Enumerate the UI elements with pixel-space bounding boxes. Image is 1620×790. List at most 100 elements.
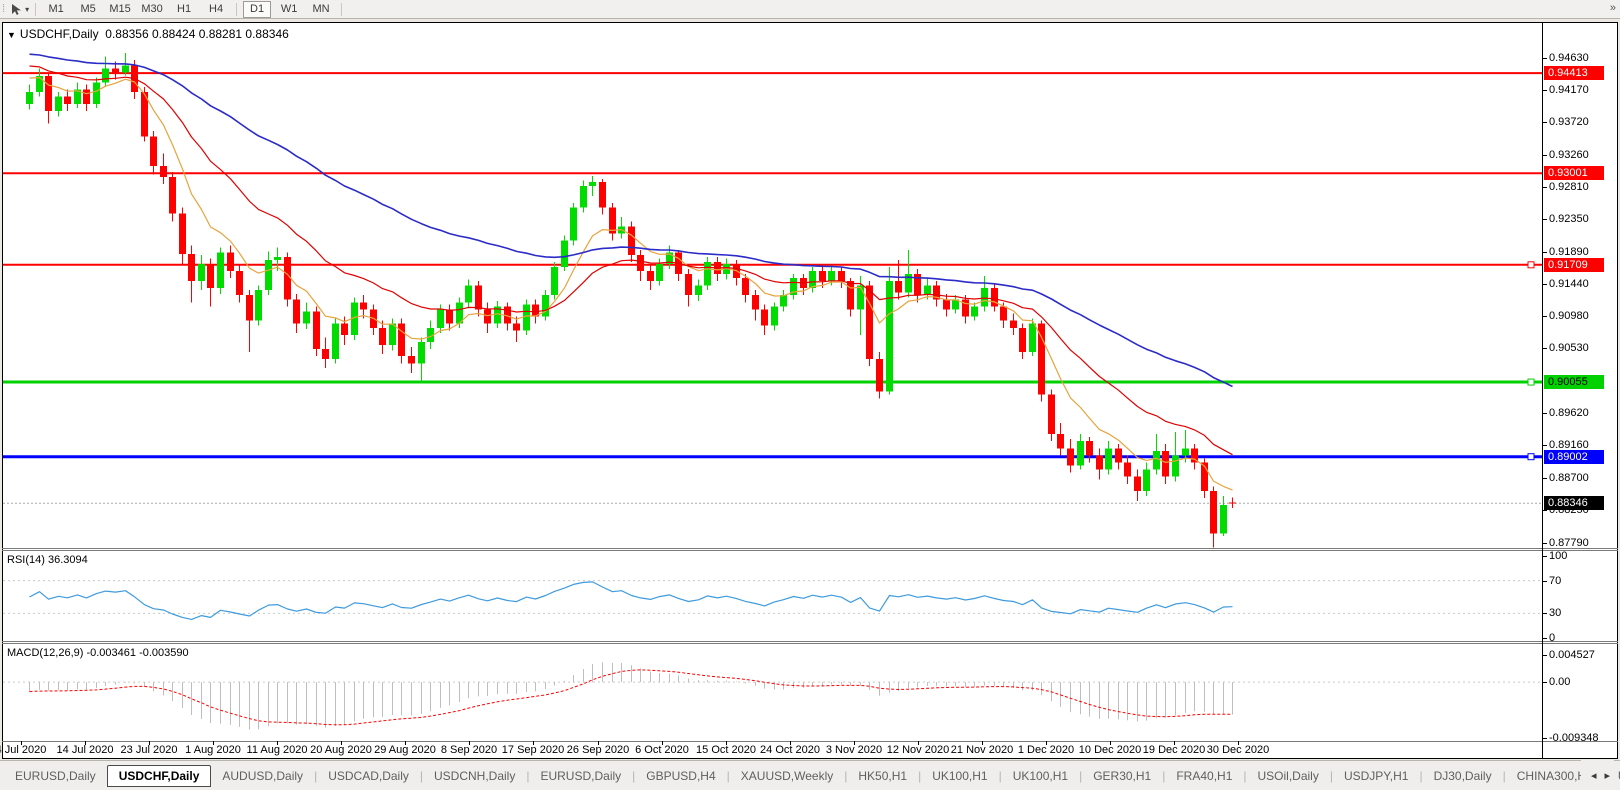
timeframe-button-h1[interactable]: H1: [177, 2, 192, 15]
chart-tab-gbpusd[interactable]: GBPUSD,H4: [646, 768, 716, 783]
chart-tab-eurusd[interactable]: EURUSD,Daily: [540, 768, 622, 783]
date-label: 23 Jul 2020: [120, 744, 178, 756]
chart-tab-china300[interactable]: CHINA300,H1: [1516, 768, 1593, 783]
candle: [179, 213, 186, 255]
cursor-tool-button[interactable]: ▾: [10, 3, 29, 16]
timeframe-button-h4[interactable]: H4: [209, 2, 224, 15]
candle: [188, 254, 195, 282]
medium-ma-line: [29, 65, 1233, 456]
cursor-dropdown-icon[interactable]: ▾: [25, 4, 30, 14]
pane-separator[interactable]: [2, 550, 1618, 551]
candle: [55, 96, 62, 111]
chart-tab-xauusd[interactable]: XAUUSD,Weekly: [740, 768, 834, 783]
candle: [580, 186, 587, 208]
timeframe-button-w1[interactable]: W1: [280, 2, 298, 15]
chart-tab-ger30[interactable]: GER30,H1: [1093, 768, 1152, 783]
candle: [742, 278, 749, 296]
pane-separator[interactable]: [2, 741, 1618, 742]
tab-scroll-left-icon[interactable]: ◂: [1590, 769, 1597, 782]
date-label: 20 Aug 2020: [310, 744, 372, 756]
toolbar-grip-icon[interactable]: ⁞: [2, 3, 6, 15]
candle: [647, 271, 654, 282]
candle: [761, 309, 768, 326]
timeframe-button-d1[interactable]: D1: [243, 0, 272, 18]
fast-ma-line: [29, 76, 1233, 491]
date-tick-mark: [405, 741, 406, 745]
cursor-icon: [12, 3, 22, 15]
chart-tab-us[interactable]: US: [1607, 766, 1620, 786]
toolbar-overflow-icon[interactable]: »: [1609, 2, 1616, 14]
candle: [398, 323, 405, 357]
pane-separator[interactable]: [2, 548, 1618, 549]
rsi-indicator-label: RSI(14) 36.3094: [7, 554, 88, 566]
timeframe-button-m15[interactable]: M15: [109, 2, 131, 15]
chart-area[interactable]: [2, 22, 1618, 759]
rsi-line: [29, 581, 1233, 621]
candle: [1229, 502, 1236, 504]
line-anchor-handle[interactable]: [1527, 378, 1535, 386]
chart-tab-uk100[interactable]: UK100,H1: [1012, 768, 1069, 783]
date-label: 24 Oct 2020: [760, 744, 820, 756]
candle: [1143, 469, 1150, 491]
price-tick-mark: [1543, 90, 1547, 92]
candle: [542, 295, 549, 317]
date-tick-mark: [726, 741, 727, 745]
rsi-pane-canvas[interactable]: [3, 551, 1542, 641]
timeframe-button-m30[interactable]: M30: [141, 2, 163, 15]
pane-separator[interactable]: [2, 641, 1618, 642]
tab-separator: |: [632, 768, 636, 783]
timeframe-button-m5[interactable]: M5: [80, 2, 96, 15]
chart-tab-fra40[interactable]: FRA40,H1: [1176, 768, 1233, 783]
chart-tab-audusd[interactable]: AUDUSD,Daily: [222, 768, 304, 783]
date-label: 21 Nov 2020: [950, 744, 1014, 756]
chart-tab-eurusd[interactable]: EURUSD,Daily: [15, 768, 96, 783]
chart-tab-hk50[interactable]: HK50,H1: [858, 768, 908, 783]
price-tick-mark: [1543, 154, 1547, 156]
candle: [952, 299, 959, 310]
candle: [847, 281, 854, 310]
candle: [809, 271, 816, 289]
chart-tab-usoil[interactable]: USOil,Daily: [1257, 768, 1319, 783]
candle: [1172, 455, 1179, 477]
timeframe-button-mn[interactable]: MN: [312, 2, 330, 15]
candle: [523, 304, 530, 331]
candle: [1010, 320, 1017, 328]
tab-separator: |: [726, 768, 730, 783]
rsi-tick-mark: [1543, 613, 1547, 615]
candle: [1077, 441, 1084, 466]
chart-tab-dj30[interactable]: DJ30,Daily: [1433, 768, 1492, 783]
price-tick-label: 0.93720: [1549, 116, 1589, 129]
date-label: 1 Aug 2020: [185, 744, 241, 756]
pane-separator[interactable]: [2, 643, 1618, 644]
candle: [1134, 476, 1141, 491]
candle: [322, 349, 329, 360]
chart-title-collapse-icon[interactable]: ▼: [7, 30, 16, 40]
date-tick-mark: [918, 741, 919, 745]
candle: [609, 207, 616, 234]
tab-scroll-right-icon[interactable]: ▸: [1604, 769, 1610, 782]
candle: [991, 288, 998, 307]
chart-tab-uk100[interactable]: UK100,H1: [932, 768, 988, 783]
price-tick-label: 0.90530: [1549, 342, 1589, 355]
chart-tab-usdcad[interactable]: USDCAD,Daily: [328, 768, 409, 783]
chart-tab-usdjpy[interactable]: USDJPY,H1: [1343, 768, 1409, 783]
line-anchor-handle[interactable]: [1527, 453, 1535, 461]
line-anchor-handle[interactable]: [1527, 261, 1535, 269]
candle: [160, 166, 167, 177]
price-pane-canvas[interactable]: [3, 23, 1542, 548]
candle: [1096, 455, 1103, 470]
date-tick-mark: [662, 741, 663, 745]
candle: [914, 273, 921, 296]
candle: [112, 68, 119, 73]
date-label: 19 Dec 2020: [1142, 744, 1206, 756]
macd-pane-canvas[interactable]: [3, 644, 1542, 740]
timeframe-button-m1[interactable]: M1: [48, 2, 64, 15]
date-label: 4 Jul 2020: [0, 744, 47, 756]
tab-separator: |: [526, 768, 530, 783]
chart-tab-usdcnh[interactable]: USDCNH,Daily: [434, 768, 516, 783]
date-label: 29 Aug 2020: [374, 744, 436, 756]
chart-tab-usdchf[interactable]: USDCHF,Daily: [106, 764, 212, 787]
price-tick-label: 0.89160: [1549, 439, 1589, 452]
price-tick-label: 0.92350: [1549, 213, 1589, 226]
candle: [26, 91, 33, 104]
